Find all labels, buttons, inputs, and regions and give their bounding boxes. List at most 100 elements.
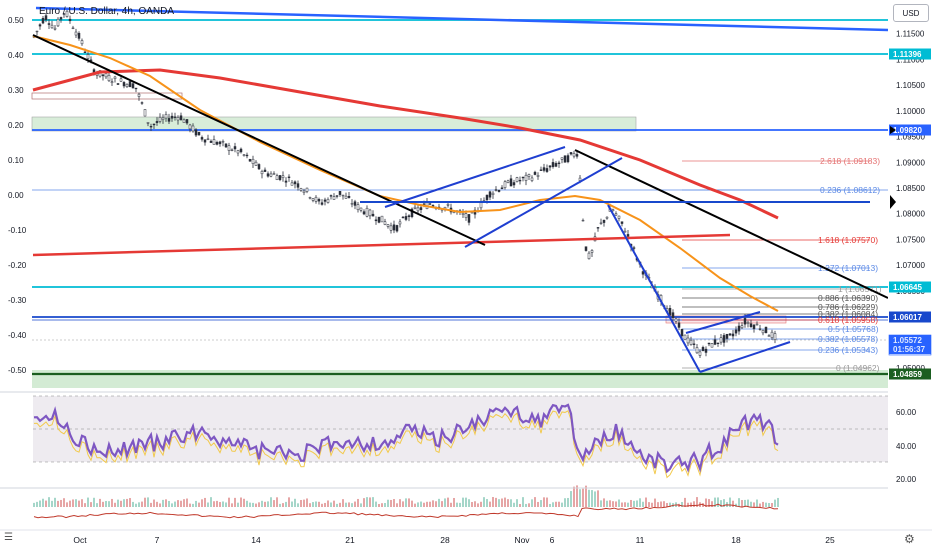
volume-bar (174, 501, 176, 507)
volume-bar (354, 501, 356, 507)
candle-body (497, 189, 501, 192)
candle-body (710, 343, 714, 348)
volume-bar (81, 499, 83, 507)
fib-box (665, 315, 787, 324)
candle-body (698, 351, 702, 356)
volume-bar (165, 499, 167, 507)
volume-bar (630, 499, 632, 507)
candle-body (494, 189, 498, 191)
candle-body (569, 152, 573, 155)
candle-body (530, 177, 534, 181)
candle-body (218, 141, 222, 145)
candle-body (260, 171, 264, 175)
volume-bar (243, 498, 245, 507)
candle-body (770, 331, 774, 338)
volume-bar (603, 498, 605, 507)
volume-bar (561, 502, 563, 507)
volume-bar (210, 497, 212, 507)
demand-zone (32, 370, 888, 388)
candle-body (299, 188, 303, 191)
candle-body (683, 334, 687, 340)
candle-body (407, 215, 411, 218)
volume-bar (732, 500, 734, 507)
volume-bar (711, 501, 713, 507)
volume-bar (573, 486, 575, 507)
volume-bar (351, 503, 353, 507)
volume-bar (588, 489, 590, 507)
volume-bar (192, 503, 194, 507)
volume-bar (498, 499, 500, 507)
price-tick-label: 1.09000 (896, 158, 925, 167)
volume-bar (198, 502, 200, 507)
candle-body (215, 141, 219, 145)
volume-bar (327, 500, 329, 507)
volume-bar (84, 503, 86, 507)
volume-bar (765, 502, 767, 507)
price-label-tag (889, 311, 931, 323)
candle-body (584, 246, 588, 251)
volume-bar (276, 497, 278, 507)
candle-body (203, 139, 207, 143)
candle-body (74, 31, 78, 36)
volume-bar (189, 503, 191, 507)
volume-bar (747, 499, 749, 507)
candle-body (113, 76, 117, 79)
candle-body (704, 348, 708, 353)
volume-bar (738, 498, 740, 507)
candle-body (539, 169, 543, 171)
candle-body (548, 165, 552, 168)
candle-body (464, 213, 468, 218)
candle-body (692, 343, 696, 345)
candle-body (560, 157, 564, 160)
volume-bar (138, 502, 140, 507)
volume-bar (729, 497, 731, 507)
volume-bar (222, 501, 224, 507)
volume-bar (294, 498, 296, 507)
volume-bar (75, 499, 77, 507)
volume-bar (531, 499, 533, 507)
candle-body (398, 221, 402, 225)
volume-bar (234, 497, 236, 507)
candle-body (155, 121, 159, 123)
volume-bar (669, 502, 671, 507)
right-axis-panel (888, 0, 932, 530)
channel-upper (384, 146, 566, 208)
fib-label: 0.786 (1.06229) (818, 302, 878, 312)
candle-body (302, 190, 306, 193)
candle-body (230, 149, 234, 151)
candle-body (176, 117, 180, 121)
currency-selector[interactable]: USD (893, 4, 929, 22)
volume-bar (261, 500, 263, 507)
channel-lower (464, 157, 623, 248)
volume-bar (267, 501, 269, 507)
volume-bar (684, 497, 686, 507)
price-label-text: 1.04859 (893, 370, 922, 379)
volume-bar (687, 502, 689, 507)
candle-body (269, 173, 273, 177)
volume-bar (108, 501, 110, 507)
volume-bar (393, 499, 395, 507)
chart-title: Euro / U.S. Dollar, 4h, OANDA (39, 6, 175, 17)
candle-body (722, 335, 726, 343)
candle-body (335, 195, 339, 197)
volume-bar (612, 501, 614, 507)
candle-body (62, 13, 66, 15)
candle-body (266, 173, 270, 177)
volume-bar (594, 491, 596, 507)
gear-icon[interactable]: ⚙ (904, 532, 915, 546)
candle-body (503, 181, 507, 188)
volume-bar (600, 500, 602, 507)
candle-body (140, 102, 144, 104)
candle-body (671, 312, 675, 318)
volume-bar (432, 500, 434, 507)
candle-body (170, 115, 174, 119)
volume-bar (159, 503, 161, 507)
candle-body (518, 179, 522, 182)
volume-bar (507, 499, 509, 507)
candle-body (410, 208, 414, 218)
volume-bar (471, 502, 473, 507)
candle-body (137, 93, 141, 97)
price-tick-label: 1.10500 (896, 81, 925, 90)
volume-bar (501, 498, 503, 507)
